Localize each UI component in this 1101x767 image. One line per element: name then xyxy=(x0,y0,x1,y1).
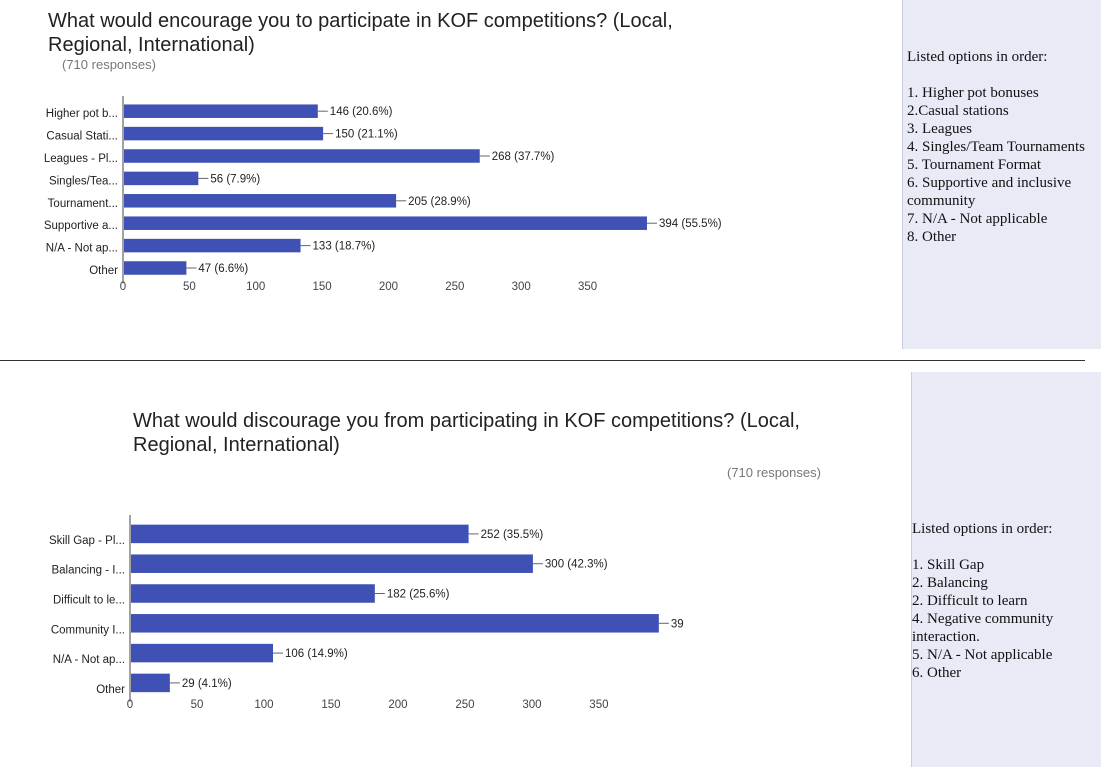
category-label: Singles/Tea... xyxy=(49,175,118,187)
option-item: 2. Difficult to learn xyxy=(912,593,1028,609)
category-label: Tournament... xyxy=(48,198,118,210)
option-item: 2.Casual stations xyxy=(907,103,1009,119)
option-item: 1. Higher pot bonuses xyxy=(907,85,1039,101)
category-label: Supportive a... xyxy=(44,220,118,232)
category-label: Balancing - I... xyxy=(51,565,125,577)
data-label: 47 (6.6%) xyxy=(198,263,248,275)
data-label: 39 xyxy=(671,618,684,630)
x-tick-label: 350 xyxy=(578,281,597,293)
chart-2-title: What would discourage you from participa… xyxy=(133,410,800,456)
bar xyxy=(124,149,480,163)
chart-1-options-heading: Listed options in order: xyxy=(907,49,1048,65)
chart-1-title: What would encourage you to participate … xyxy=(48,10,673,56)
x-tick-label: 0 xyxy=(127,699,133,711)
option-item: 4. Negative community interaction. xyxy=(912,611,1054,645)
option-item: 2. Balancing xyxy=(912,575,988,591)
data-label: 394 (55.5%) xyxy=(659,218,722,230)
bar xyxy=(131,524,469,544)
x-tick-label: 100 xyxy=(254,699,273,711)
bar xyxy=(131,673,170,693)
chart-2-options-panel: Listed options in order: 1. Skill Gap 2. … xyxy=(911,372,1101,767)
data-label: 205 (28.9%) xyxy=(408,196,471,208)
bar xyxy=(131,614,659,633)
option-item: 1. Skill Gap xyxy=(912,557,985,573)
x-tick-label: 350 xyxy=(589,699,608,711)
bar xyxy=(124,171,199,186)
data-label: 300 (42.3%) xyxy=(545,559,608,571)
chart-2-options-heading: Listed options in order: xyxy=(912,521,1053,537)
x-tick-label: 50 xyxy=(183,281,196,293)
x-tick-label: 150 xyxy=(313,281,332,293)
bar xyxy=(131,554,533,573)
x-tick-label: 100 xyxy=(246,281,265,293)
option-item: 6. Other xyxy=(912,665,962,681)
bar xyxy=(124,238,301,253)
data-label: 56 (7.9%) xyxy=(210,173,260,185)
category-label: N/A - Not ap... xyxy=(46,243,118,255)
data-label: 106 (14.9%) xyxy=(285,648,348,660)
x-tick-label: 200 xyxy=(388,699,407,711)
chart-1-bar-chart: Higher pot b... 146 (20.6%) Casual Stati..… xyxy=(44,96,722,293)
category-label: N/A - Not ap... xyxy=(53,654,125,666)
x-tick-label: 250 xyxy=(445,281,464,293)
x-tick-label: 250 xyxy=(455,699,474,711)
x-tick-label: 150 xyxy=(321,699,340,711)
data-label: 133 (18.7%) xyxy=(313,241,376,253)
category-label: Casual Stati... xyxy=(46,131,118,143)
option-item: 5. Tournament Format xyxy=(907,157,1042,173)
bar xyxy=(124,216,647,230)
option-item: 6. Supportive and inclusive community xyxy=(907,175,1072,209)
data-label: 146 (20.6%) xyxy=(330,106,393,118)
x-tick-label: 300 xyxy=(512,281,531,293)
chart-1-options-panel: Listed options in order: 1. Higher pot b… xyxy=(902,0,1101,349)
option-item: 5. N/A - Not applicable xyxy=(912,647,1053,663)
category-label: Other xyxy=(96,684,125,696)
bar xyxy=(124,126,324,141)
category-label: Community I... xyxy=(51,624,125,636)
option-item: 8. Other xyxy=(907,229,957,245)
chart-1-options-list: 1. Higher pot bonuses 2.Casual stations 3.… xyxy=(907,84,1101,246)
bar xyxy=(124,261,187,275)
chart-2-options-list: 1. Skill Gap 2. Balancing 2. Difficult to … xyxy=(912,556,1101,682)
section-divider xyxy=(0,360,1085,361)
data-label: 29 (4.1%) xyxy=(182,678,232,690)
category-label: Other xyxy=(89,265,118,277)
option-item: 4. Singles/Team Tournaments xyxy=(907,139,1086,155)
chart-2-bar-chart: Skill Gap - Pl... 252 (35.5%) Balancing - … xyxy=(49,515,684,711)
x-tick-label: 0 xyxy=(120,281,126,293)
data-label: 268 (37.7%) xyxy=(492,151,555,163)
bar xyxy=(124,194,397,208)
x-tick-label: 200 xyxy=(379,281,398,293)
category-label: Leagues - Pl... xyxy=(44,153,118,165)
data-label: 150 (21.1%) xyxy=(335,129,398,141)
chart-2-response-count: (710 responses) xyxy=(727,465,821,480)
option-item: 7. N/A - Not applicable xyxy=(907,211,1048,227)
data-label: 252 (35.5%) xyxy=(481,529,544,541)
bar xyxy=(131,584,375,603)
option-item: 3. Leagues xyxy=(907,121,972,137)
category-label: Skill Gap - Pl... xyxy=(49,535,125,547)
bar xyxy=(124,104,318,118)
x-tick-label: 300 xyxy=(522,699,541,711)
category-label: Difficult to le... xyxy=(53,595,125,607)
bar xyxy=(131,643,274,663)
data-label: 182 (25.6%) xyxy=(387,589,450,601)
chart-1-response-count: (710 responses) xyxy=(62,57,156,72)
x-tick-label: 50 xyxy=(191,699,204,711)
category-label: Higher pot b... xyxy=(46,108,118,120)
